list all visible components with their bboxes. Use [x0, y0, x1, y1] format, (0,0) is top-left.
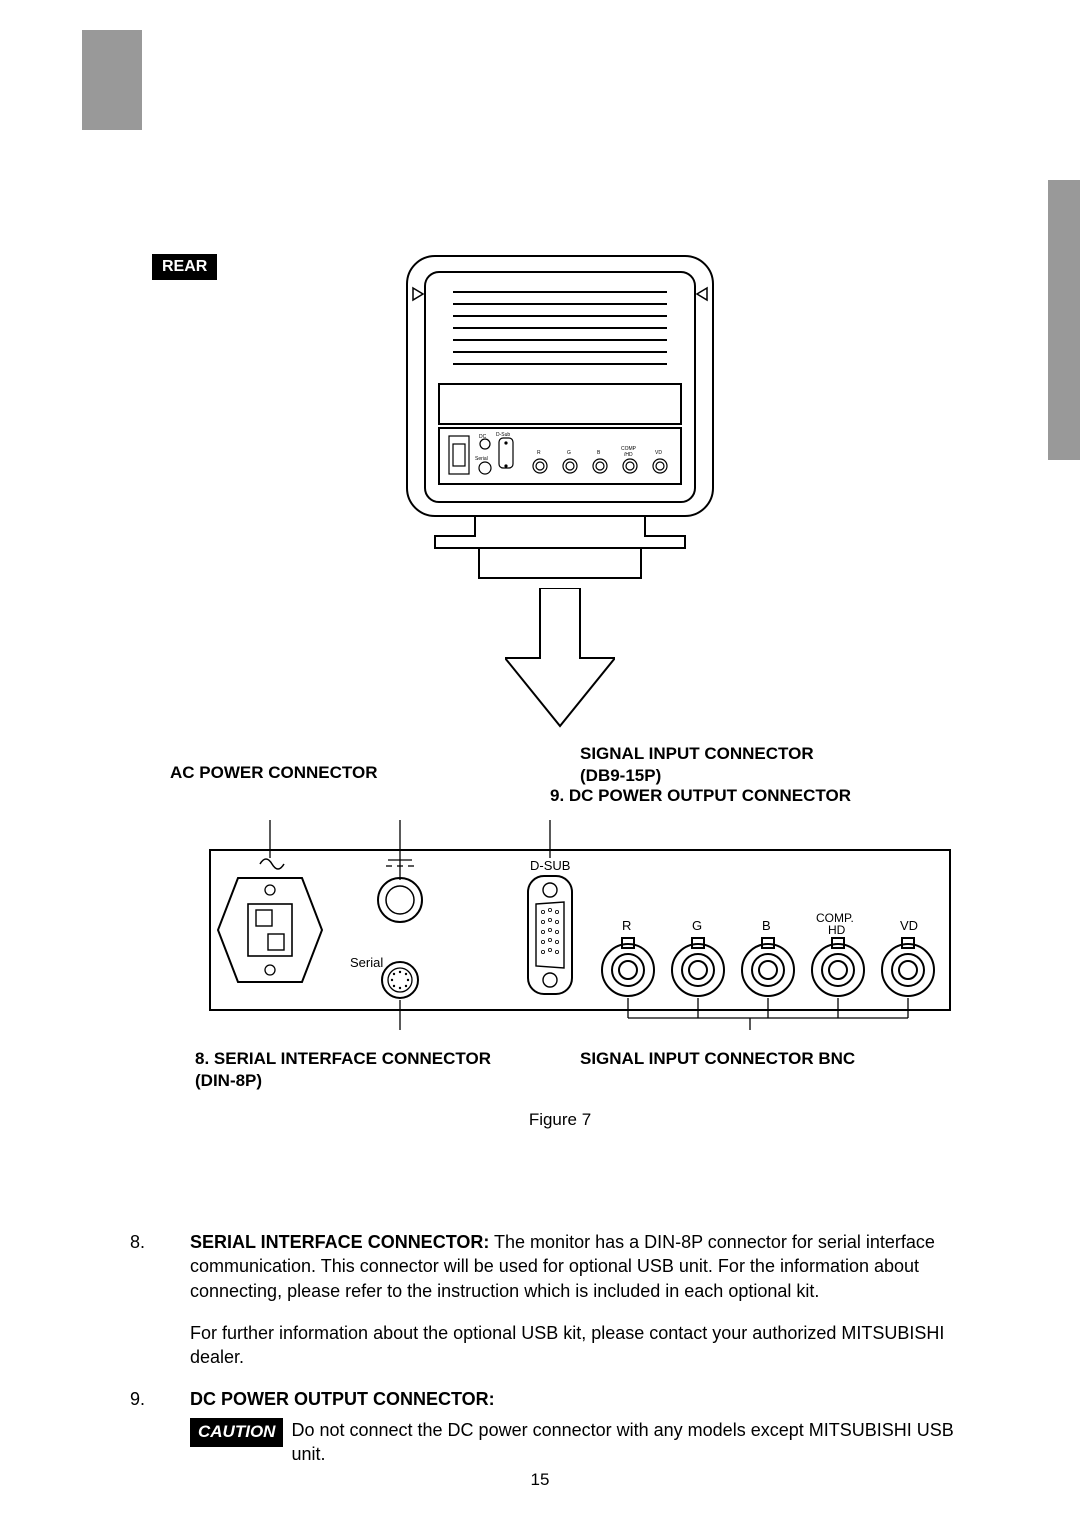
label-bnc-connector: SIGNAL INPUT CONNECTOR BNC: [580, 1048, 855, 1070]
svg-text:VD: VD: [900, 918, 918, 933]
svg-text:D-Sub: D-Sub: [496, 432, 510, 438]
svg-text:G: G: [567, 450, 571, 456]
svg-text:/HD: /HD: [624, 452, 633, 458]
svg-text:B: B: [597, 450, 601, 456]
label-serial-connector: 8. SERIAL INTERFACE CONNECTOR (DIN-8P): [195, 1048, 491, 1092]
svg-text:D-SUB: D-SUB: [530, 858, 570, 873]
svg-text:VD: VD: [655, 450, 662, 456]
svg-text:B: B: [762, 918, 771, 933]
item-9-title: DC POWER OUTPUT CONNECTOR:: [190, 1389, 495, 1409]
caution-text: Do not connect the DC power connector wi…: [291, 1418, 990, 1467]
side-tab: [1048, 180, 1080, 460]
monitor-rear-illustration: DC D-Sub Serial R G B COMP /HD VD: [395, 248, 725, 588]
item-9-number: 9.: [130, 1387, 190, 1411]
svg-text:Serial: Serial: [350, 955, 383, 970]
item-8-number: 8.: [130, 1230, 190, 1369]
label-ac-power: AC POWER CONNECTOR: [170, 762, 377, 784]
svg-text:Serial: Serial: [475, 456, 488, 462]
svg-text:R: R: [537, 450, 541, 456]
svg-text:R: R: [622, 918, 631, 933]
rear-panel-enlarged: Serial D-SUB R G B COMP. HD VD: [150, 820, 970, 1030]
rear-panel-diagram: AC POWER CONNECTOR SIGNAL INPUT CONNECTO…: [150, 730, 970, 1130]
svg-text:HD: HD: [828, 923, 846, 937]
item-8-extra: For further information about the option…: [190, 1321, 990, 1370]
bnc-row: R G B COMP. HD VD: [622, 911, 918, 937]
rear-badge: REAR: [152, 254, 217, 280]
svg-text:G: G: [692, 918, 702, 933]
item-8-title: SERIAL INTERFACE CONNECTOR:: [190, 1232, 489, 1252]
description-text: 8. SERIAL INTERFACE CONNECTOR: The monit…: [130, 1230, 990, 1484]
corner-tab: [82, 30, 142, 130]
zoom-arrow-icon: [505, 588, 615, 728]
label-signal-db15: SIGNAL INPUT CONNECTOR (DB9-15P): [580, 743, 814, 787]
caution-badge: CAUTION: [190, 1418, 283, 1447]
svg-text:DC: DC: [479, 434, 487, 440]
page-number: 15: [0, 1470, 1080, 1490]
label-dc-output: 9. DC POWER OUTPUT CONNECTOR: [550, 785, 851, 807]
figure-caption: Figure 7: [150, 1110, 970, 1130]
